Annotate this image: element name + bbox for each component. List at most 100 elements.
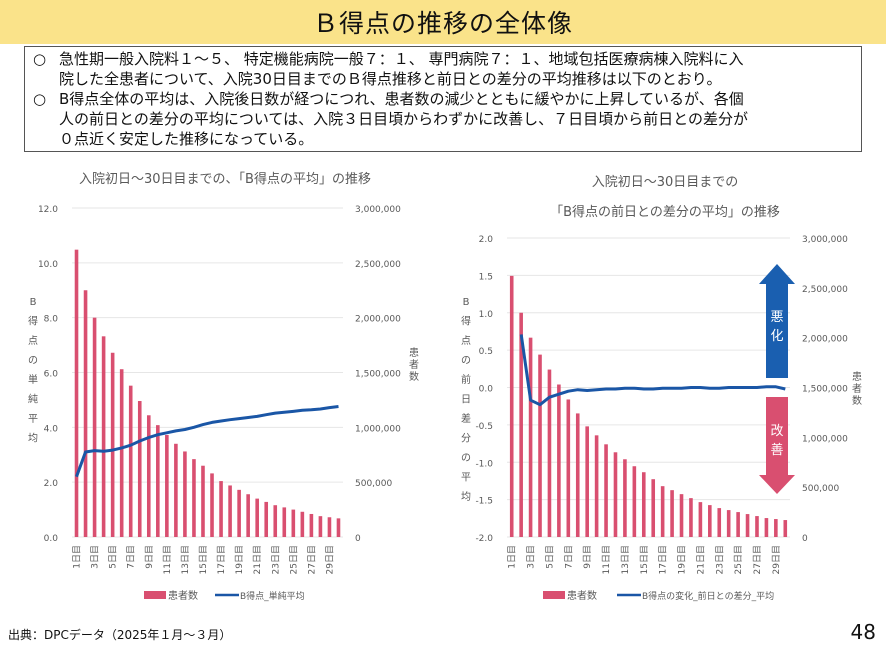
x-tick-label: 19日目 xyxy=(234,545,245,574)
bar-patients xyxy=(101,336,106,537)
bar-patients xyxy=(282,507,287,537)
x-tick-label-group: 7日目 xyxy=(126,545,137,569)
y-right-tick-label: 1,500,000 xyxy=(802,385,848,395)
bar-patients xyxy=(519,312,523,537)
bar-patients xyxy=(165,435,169,537)
x-tick-label-group: 19日目 xyxy=(234,545,245,574)
bar-patients xyxy=(146,415,151,537)
bar-patients xyxy=(547,369,552,537)
x-tick-label-group: 23日目 xyxy=(714,545,725,574)
line-series xyxy=(75,405,339,478)
y-right-tick-label: 2,000,000 xyxy=(355,315,401,325)
y-left-axis-label-char: 均 xyxy=(461,491,471,503)
legend-bar-label: 患者数 xyxy=(168,589,198,602)
y-left-axis-label-char: 前 xyxy=(461,373,471,386)
bar-patients xyxy=(641,472,646,537)
x-tick-label: 5日目 xyxy=(108,545,119,569)
y-left-axis-label-char: 純 xyxy=(28,393,38,406)
y-left-axis-label-char: 平 xyxy=(461,473,471,484)
bar-patients xyxy=(651,479,656,537)
bar-patients xyxy=(273,505,278,537)
bar-patients xyxy=(717,508,722,537)
x-tick-label-group: 3日目 xyxy=(526,545,537,569)
x-tick-label: 9日目 xyxy=(144,545,155,569)
bar-patients xyxy=(575,413,580,537)
y-right-axis-label-char: 数 xyxy=(852,394,862,407)
x-tick-label: 15日目 xyxy=(639,545,650,574)
y-right-tick-label: 1,500,000 xyxy=(355,370,401,380)
y-left-axis-label-char: の xyxy=(461,356,471,367)
x-tick-label-group: 17日目 xyxy=(216,545,227,574)
bar-patients xyxy=(745,514,750,537)
bar-patients xyxy=(774,519,778,537)
legend-bar-label: 患者数 xyxy=(567,589,597,602)
legend-bar-swatch xyxy=(543,591,565,599)
x-tick-label-group: 13日目 xyxy=(620,545,631,574)
bar-patients xyxy=(594,435,599,537)
legend-line-label: B得点の変化_前日との差分_平均 xyxy=(642,590,774,602)
improve-arrow-icon: 改善 xyxy=(759,397,795,494)
improve-label: 善 xyxy=(770,442,783,458)
bullet-mark: ○ xyxy=(33,90,47,108)
x-tick-label-group: 7日目 xyxy=(563,545,574,569)
worsen-arrow-shape xyxy=(759,264,795,378)
x-tick-label: 19日目 xyxy=(677,545,688,574)
y-left-tick-label: 10.0 xyxy=(38,260,58,270)
x-tick-label: 9日目 xyxy=(582,545,593,569)
chart-b-score-average: 入院初日～30日目までの、「B得点の平均」の推移 0.0 2.0 4.0 6.0 8.0 1… xyxy=(0,160,450,615)
bar-patients xyxy=(137,401,142,537)
y-left-tick-label: 0.0 xyxy=(44,534,59,544)
legend-bar-swatch xyxy=(144,591,166,599)
line-series xyxy=(519,334,786,407)
x-tick-label: 27日目 xyxy=(306,545,317,574)
chart-b-score-daily-diff: 入院初日～30日目までの 「B得点の前日との差分の平均」の推移 -2.0 -1.5 -1… xyxy=(440,160,886,615)
bar-patients xyxy=(689,498,693,537)
x-tick-label-group: 29日目 xyxy=(324,545,335,574)
bar-patients xyxy=(300,511,305,537)
chart-title: 「B得点の前日との差分の平均」の推移 xyxy=(550,204,780,220)
bar-patients xyxy=(327,517,332,537)
x-tick-label: 3日目 xyxy=(90,545,101,569)
x-tick-label-group: 25日目 xyxy=(733,545,744,574)
x-tick-label: 21日目 xyxy=(695,545,706,574)
x-tick-label-group: 3日目 xyxy=(90,545,101,569)
bar-patients xyxy=(246,494,250,537)
x-tick-label-group: 9日目 xyxy=(144,545,155,569)
bar-patients xyxy=(783,520,788,537)
y-right-tick-label: 500,000 xyxy=(355,479,392,489)
bar-patients xyxy=(566,399,571,537)
bar-patients xyxy=(291,509,296,537)
bar-patients xyxy=(528,337,533,537)
bar-patients xyxy=(156,425,160,537)
bar-patients xyxy=(632,466,637,537)
y-left-axis-label-char: 均 xyxy=(28,433,38,445)
bar-patients xyxy=(264,501,269,537)
x-tick-label-group: 17日目 xyxy=(658,545,669,574)
bar-patients xyxy=(726,510,731,537)
bar-patients xyxy=(110,352,115,537)
x-tick-label: 11日目 xyxy=(601,545,612,574)
y-left-tick-label: 4.0 xyxy=(44,424,59,434)
summary-text: B得点全体の平均は、入院後日数が経つにつれ、患者数の減少とともに緩やかに上昇して… xyxy=(59,90,744,108)
bar-patients xyxy=(660,486,665,537)
y-left-tick-label: -1.0 xyxy=(475,459,493,469)
y-right-tick-label: 2,500,000 xyxy=(355,260,401,270)
y-right-tick-label: 2,000,000 xyxy=(802,335,848,345)
x-tick-label-group: 5日目 xyxy=(108,545,119,569)
summary-bullet-2: ○ B得点全体の平均は、入院後日数が経つにつれ、患者数の減少とともに緩やかに上昇し… xyxy=(33,89,853,149)
y-left-axis-label-char: の xyxy=(28,356,38,367)
chart-title: 入院初日～30日目までの xyxy=(592,175,739,190)
bar-patients xyxy=(128,385,133,537)
y-left-tick-label: 2.0 xyxy=(479,235,494,245)
x-tick-label: 23日目 xyxy=(270,545,281,574)
y-left-axis-label-char: 単 xyxy=(28,373,38,386)
x-tick-label-group: 15日目 xyxy=(639,545,650,574)
y-right-tick-label: 1,000,000 xyxy=(802,434,848,444)
x-tick-label: 3日目 xyxy=(526,545,537,569)
bar-patients xyxy=(670,490,674,537)
summary-text: ０点近く安定した推移になっている。 xyxy=(59,130,314,148)
y-left-axis-label-char: 分 xyxy=(461,433,471,445)
x-tick-label: 13日目 xyxy=(180,545,191,574)
x-tick-label: 25日目 xyxy=(288,545,299,574)
x-tick-label: 17日目 xyxy=(658,545,669,574)
